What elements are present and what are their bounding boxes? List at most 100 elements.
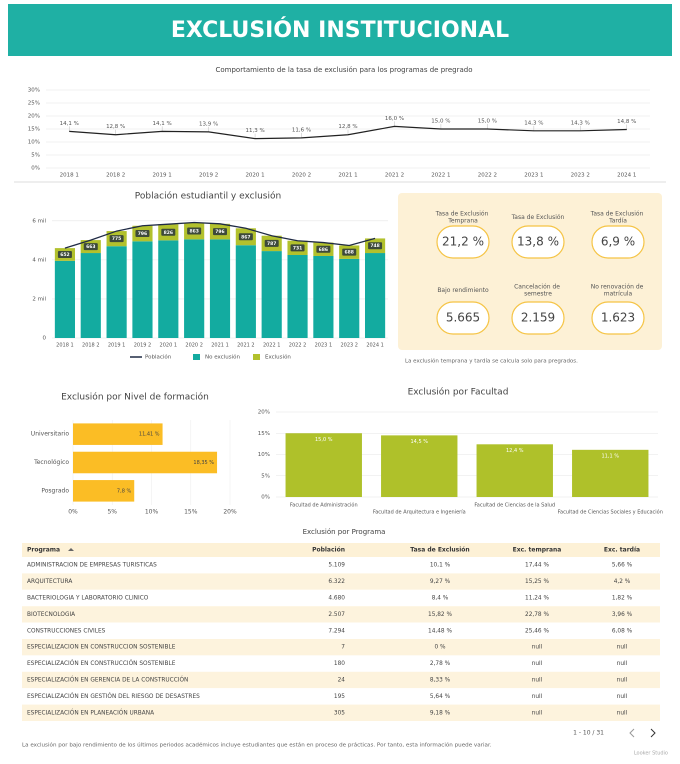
kpi-card <box>436 301 490 335</box>
column-header[interactable]: Tasa de Exclusión <box>410 547 469 554</box>
label-bg <box>264 239 279 247</box>
table-cell: null <box>532 678 543 684</box>
table-cell: null <box>617 645 628 651</box>
pagination: 1 - 10 / 31 <box>573 730 604 737</box>
table-cell: null <box>532 710 543 716</box>
column-header[interactable]: Exc. temprana <box>513 547 562 554</box>
bar <box>313 255 334 338</box>
x-tick-label: Facultad de Ciencias de la Salud <box>474 503 555 509</box>
x-tick-label: 2022 2 <box>478 173 497 179</box>
y-tick-label: 2 mil <box>32 296 46 302</box>
label-bg <box>238 233 253 241</box>
table-cell: null <box>532 645 543 651</box>
x-tick-label: 2020 1 <box>160 343 178 349</box>
y-tick-label: 0% <box>31 166 40 172</box>
y-tick-label: Universitario <box>31 431 70 438</box>
value-label: 796 <box>215 229 224 235</box>
y-tick-label: 20% <box>258 410 270 416</box>
table-cell: 14,48 % <box>428 628 452 634</box>
line <box>64 221 376 249</box>
footnote: La exclusión por bajo rendimiento de los… <box>22 742 492 749</box>
value-label: 11,1 % <box>602 453 620 459</box>
value-label: 15,0 % <box>478 119 497 125</box>
value-label: 18,35 % <box>193 460 214 466</box>
branding: Looker Studio <box>634 751 668 757</box>
legend-label: No exclusión <box>205 354 240 361</box>
kpi-value: 5.665 <box>446 311 480 325</box>
value-label: 748 <box>370 243 379 249</box>
kpi-card <box>591 225 645 259</box>
label-bg <box>342 248 357 256</box>
table-cell: null <box>532 694 543 700</box>
next-page[interactable] <box>650 728 656 738</box>
x-tick-label: Facultad de Arquitectura e Ingeniería <box>373 509 466 516</box>
value-label: 12,8 % <box>338 124 357 130</box>
value-label: 14,8 % <box>617 119 636 125</box>
bar <box>73 480 135 502</box>
table-cell: 0 % <box>434 645 446 651</box>
kpi-card <box>591 301 645 335</box>
column-header[interactable]: Exc. tardía <box>604 547 640 554</box>
table-cell: 5,64 % <box>430 694 451 700</box>
y-tick-label: 0 <box>43 336 47 342</box>
kpi-card <box>511 301 565 335</box>
column-header[interactable]: Programa <box>27 547 60 554</box>
kpi-label: Cancelación de semestre <box>514 283 562 297</box>
x-tick-label: 2019 1 <box>153 173 172 179</box>
table-row <box>22 573 660 590</box>
x-tick-label: 2019 1 <box>108 343 126 349</box>
table-row <box>22 704 660 721</box>
column-header[interactable]: Población <box>312 547 345 554</box>
bar <box>73 423 163 445</box>
kpi-label: Tasa de Exclusión Temprana <box>435 210 491 224</box>
table-cell: 8,4 % <box>432 596 449 602</box>
y-tick-label: 15% <box>258 431 270 437</box>
bar <box>54 260 76 338</box>
y-tick-label: 10% <box>28 140 40 146</box>
y-tick-label: 10% <box>258 452 270 458</box>
value-label: 11,6 % <box>292 127 311 133</box>
table-cell: 8,33 % <box>430 678 451 684</box>
value-label: 14,5 % <box>411 439 429 445</box>
x-tick-label: 2022 1 <box>431 173 450 179</box>
y-tick-label: 6 mil <box>32 218 46 224</box>
table-row <box>22 622 660 639</box>
sort-arrow[interactable] <box>68 548 74 551</box>
x-tick-label: 10% <box>145 509 159 516</box>
x-tick-label: 2018 2 <box>82 343 100 349</box>
x-tick-label: 2020 1 <box>245 173 264 179</box>
table-cell: null <box>617 678 628 684</box>
prev-page[interactable] <box>629 728 635 738</box>
value-label: 688 <box>345 250 354 256</box>
value-label: 7,8 % <box>117 488 132 494</box>
table-row <box>22 589 660 607</box>
table-cell: 25,46 % <box>525 628 549 634</box>
table-row <box>22 639 660 656</box>
table-cell: ESPECIALIZACION EN CONSTRUCCION SOSTENIB… <box>27 645 176 651</box>
table-cell: BACTERIOLOGIA Y LABORATORIO CLINICO <box>27 596 149 602</box>
bar <box>476 444 553 497</box>
x-tick-label: 2020 2 <box>292 173 311 179</box>
value-label: 787 <box>267 241 276 247</box>
table-row <box>22 606 660 623</box>
table-cell: 17,44 % <box>525 563 549 569</box>
kpi-label: No renovación de matrícula <box>591 283 646 297</box>
bar <box>158 240 179 338</box>
label-bg <box>290 244 305 252</box>
table-cell: 7.294 <box>328 628 345 634</box>
x-tick-label: 2023 2 <box>571 173 590 179</box>
table-cell: 15,82 % <box>428 612 452 618</box>
table-cell: 11,24 % <box>525 596 549 602</box>
label-bg <box>83 243 98 251</box>
legend-swatch <box>193 354 200 360</box>
label-bg <box>109 235 124 243</box>
x-tick-label: 2021 2 <box>385 173 404 179</box>
legend-label: Población <box>145 354 172 361</box>
label-bg <box>135 230 150 238</box>
y-tick-label: 15% <box>28 127 40 133</box>
bar <box>132 241 153 338</box>
table-title: Exclusión por Programa <box>303 528 386 536</box>
header-bar <box>8 4 672 56</box>
bar <box>572 449 649 497</box>
table-header <box>22 543 660 557</box>
